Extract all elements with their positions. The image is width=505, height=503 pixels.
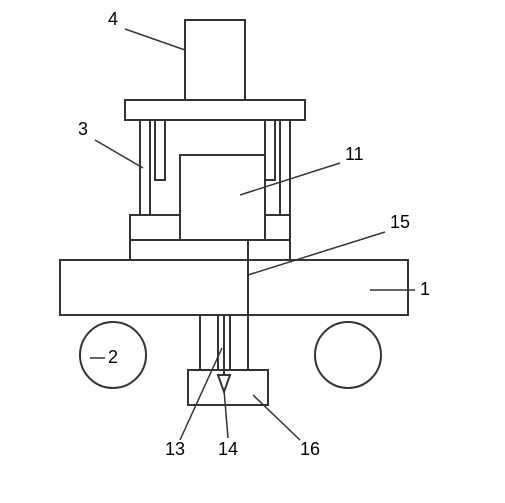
right-pillar-inner	[265, 120, 275, 180]
mid-step-left	[130, 215, 180, 240]
label-l16: 16	[300, 439, 320, 459]
label-l11: 11	[345, 144, 364, 164]
label-l4: 4	[108, 9, 118, 29]
label-l1: 1	[420, 279, 430, 299]
label-l2: 2	[108, 347, 118, 367]
middle-plate-left	[130, 240, 248, 260]
label-l3: 3	[78, 119, 88, 139]
top-block	[185, 20, 245, 100]
leader-l16	[253, 395, 300, 440]
leader-l3	[95, 140, 143, 168]
label-l14: 14	[218, 439, 238, 459]
label-l13: 13	[165, 439, 185, 459]
mid-step-right	[265, 215, 290, 240]
left-pillar-inner	[155, 120, 165, 180]
main-base-left	[60, 260, 248, 315]
label-l15: 15	[390, 212, 410, 232]
inner-block	[180, 155, 265, 240]
top-plate	[125, 100, 305, 120]
wheel-right	[315, 322, 381, 388]
leader-l4	[125, 29, 185, 50]
right-pillar-outer	[280, 120, 290, 215]
middle-plate-right	[248, 240, 290, 260]
